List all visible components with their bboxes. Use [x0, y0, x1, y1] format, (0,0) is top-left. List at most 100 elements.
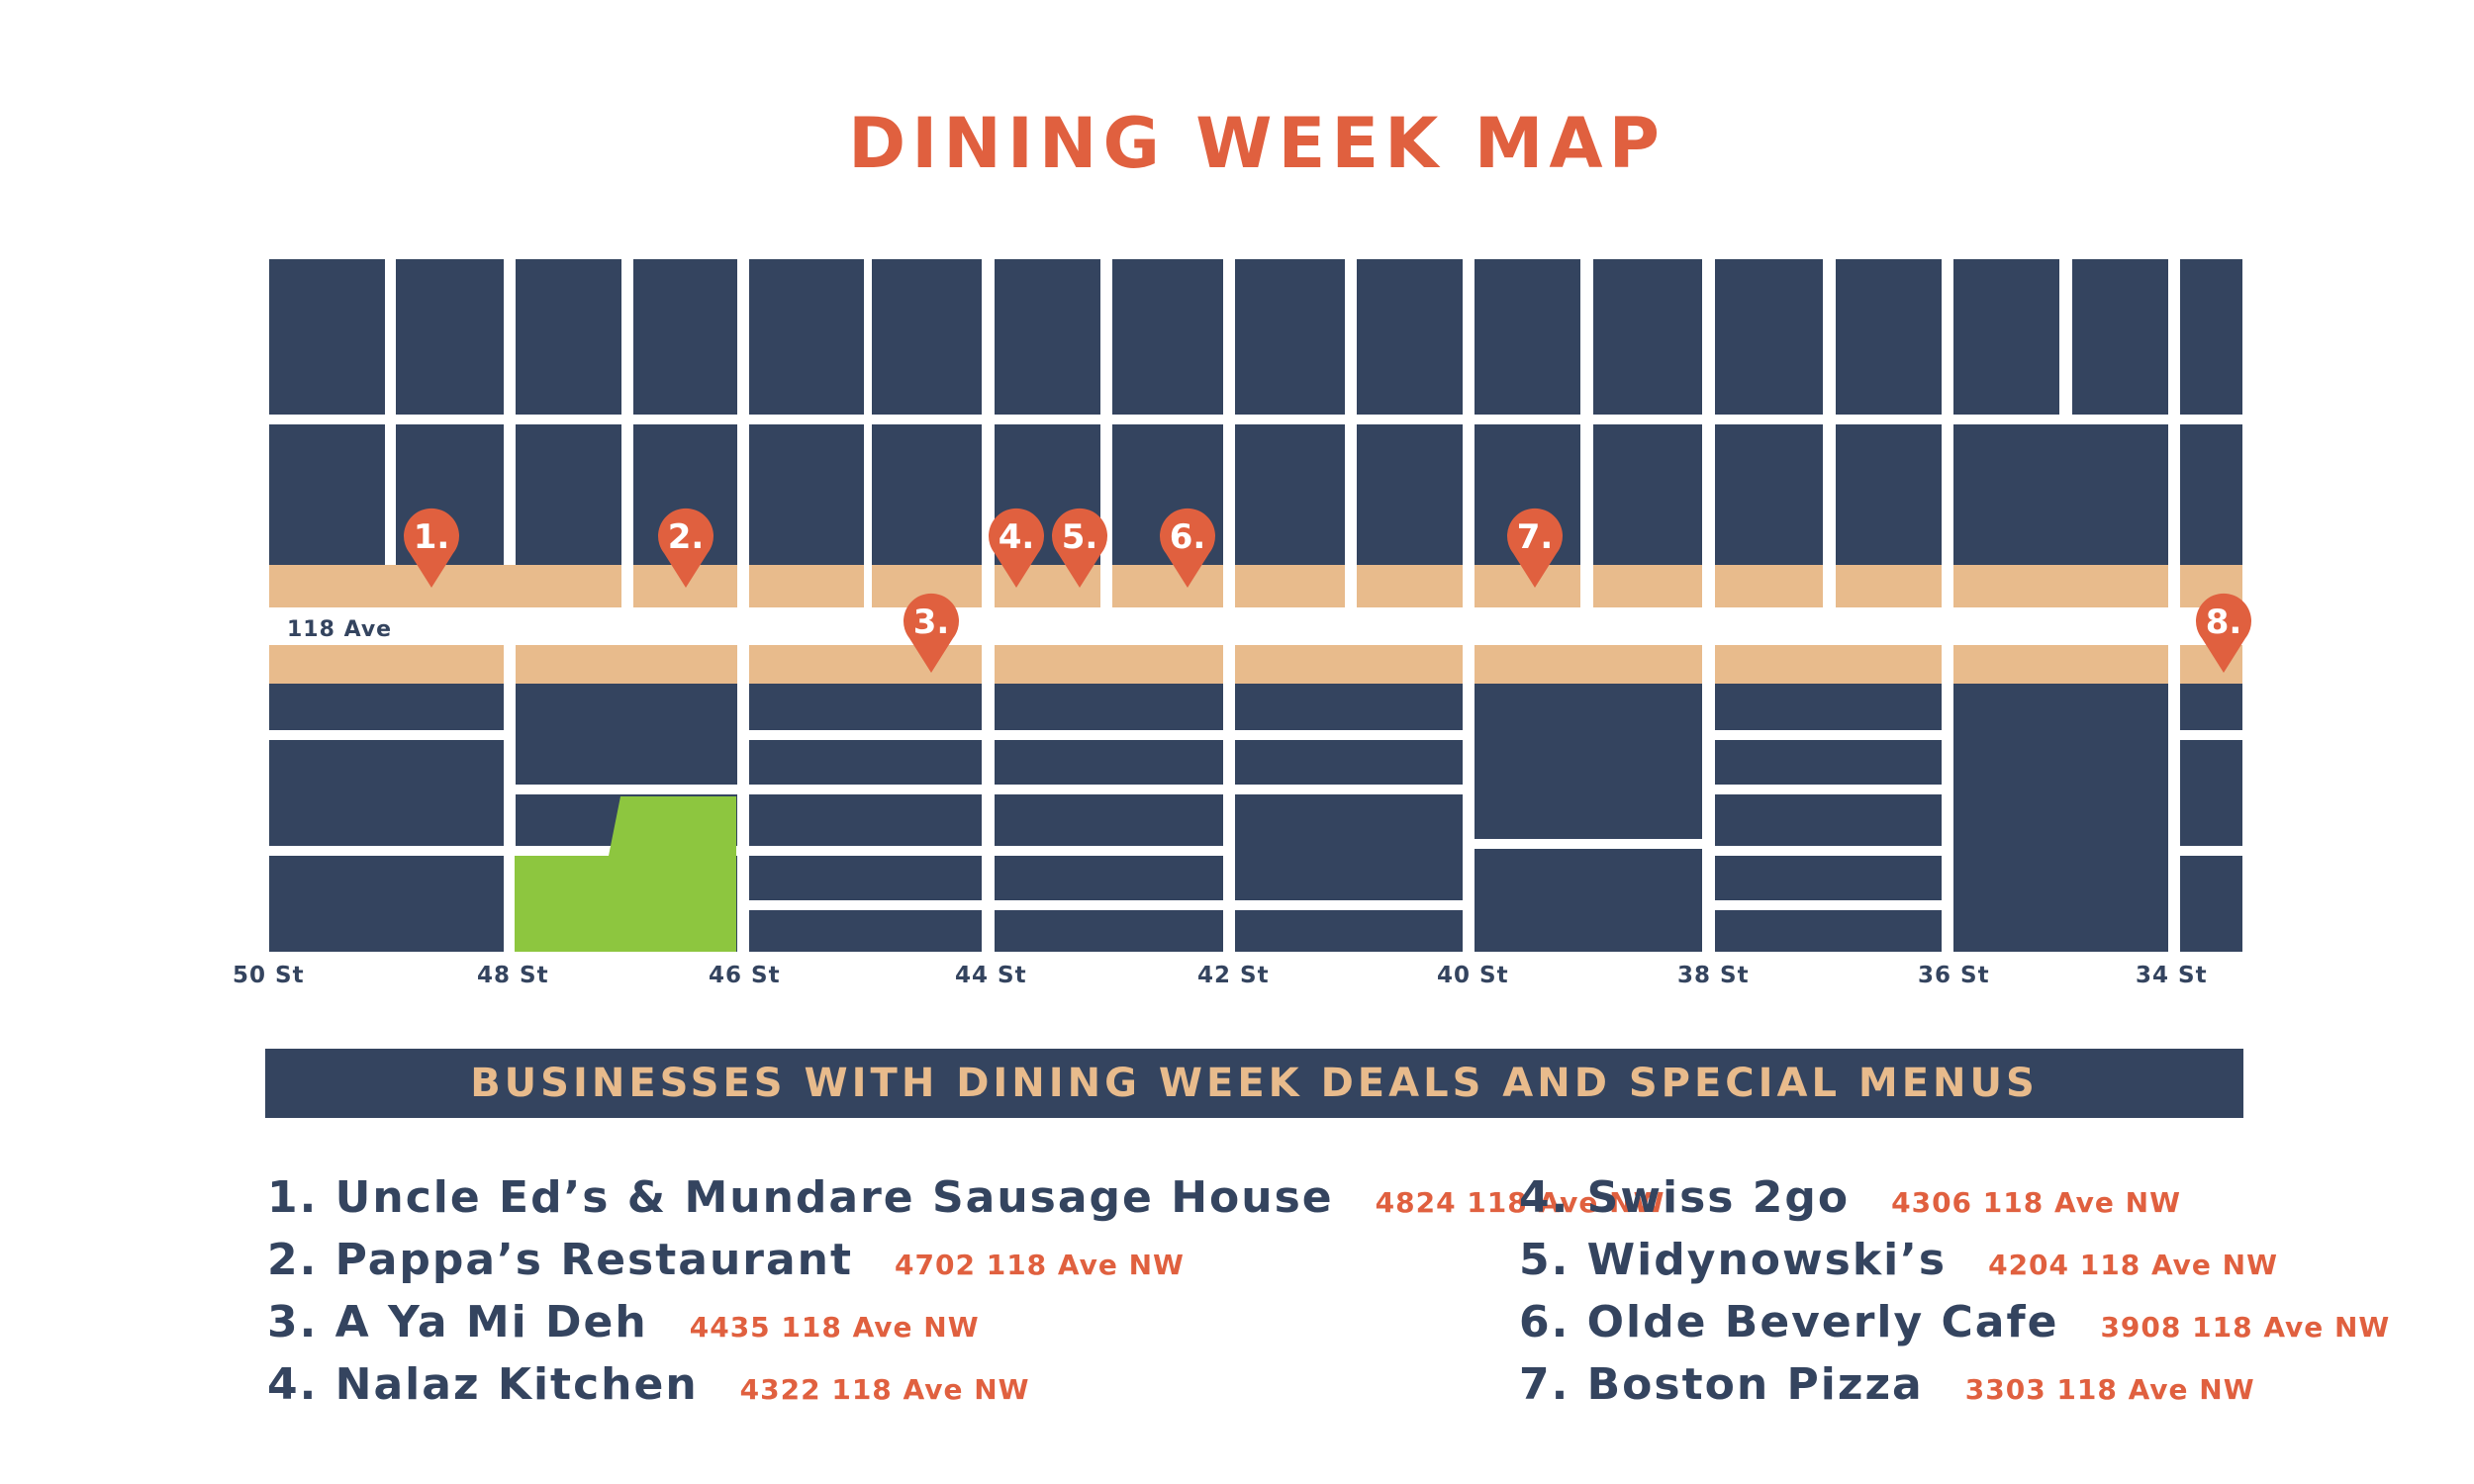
- city-block: [1475, 259, 1580, 415]
- pin-marker-icon: [658, 508, 714, 588]
- park-polygon: [515, 796, 736, 952]
- business-name: 5. Widynowski’s: [1519, 1235, 1948, 1285]
- business-item[interactable]: 4. Nalaz Kitchen 4322 118 Ave NW: [267, 1359, 1665, 1422]
- road-strip: [1593, 565, 1702, 607]
- pin-number: 1.: [414, 517, 450, 557]
- city-block: [995, 910, 1223, 952]
- business-address: 4702 118 Ave NW: [895, 1249, 1185, 1281]
- business-item[interactable]: 7. Boston Pizza 3303 118 Ave NW: [1519, 1359, 2390, 1422]
- city-block: [1715, 740, 1942, 785]
- map-pin[interactable]: 4.: [989, 508, 1044, 588]
- business-address: 4306 118 Ave NW: [1891, 1186, 2181, 1219]
- city-block: [749, 424, 864, 565]
- city-block: [749, 794, 982, 846]
- road-strip: [269, 565, 621, 607]
- pin-number: 5.: [1062, 517, 1098, 557]
- road-strip: [1235, 645, 1463, 684]
- business-name: 4. Swiss 2go: [1519, 1172, 1851, 1223]
- city-block: [1715, 684, 1942, 730]
- map-pin[interactable]: 2.: [658, 508, 714, 588]
- city-block: [995, 740, 1223, 785]
- avenue-118-road: [269, 565, 2242, 684]
- city-block: [749, 684, 982, 730]
- road-strip: [269, 645, 504, 684]
- city-block: [1715, 259, 1823, 415]
- pin-number: 2.: [668, 517, 705, 557]
- street-label: 42 St: [1197, 963, 1270, 988]
- city-block: [269, 856, 504, 952]
- city-block: [872, 424, 982, 565]
- city-block: [1357, 259, 1463, 415]
- pin-number: 8.: [2206, 603, 2242, 642]
- map-pin[interactable]: 7.: [1507, 508, 1564, 588]
- city-block: [1836, 424, 1942, 565]
- city-block: [1475, 849, 1702, 952]
- blocks-north: [269, 259, 2242, 565]
- business-list-right: 4. Swiss 2go 4306 118 Ave NW 5. Widynows…: [1519, 1172, 2390, 1422]
- business-item[interactable]: 2. Pappa’s Restaurant 4702 118 Ave NW: [267, 1235, 1665, 1297]
- business-address: 3908 118 Ave NW: [2100, 1311, 2391, 1344]
- map-pin[interactable]: 1.: [404, 508, 459, 588]
- road-strip: [1715, 565, 1823, 607]
- city-block: [749, 740, 982, 785]
- road-strip: [1953, 565, 2168, 607]
- business-list-left: 1. Uncle Ed’s & Mundare Sausage House 48…: [267, 1172, 1665, 1422]
- city-block: [1953, 259, 2059, 415]
- business-name: 3. A Ya Mi Deh: [267, 1297, 648, 1347]
- street-label: 38 St: [1677, 963, 1750, 988]
- street-label: 48 St: [477, 963, 549, 988]
- pin-number: 7.: [1517, 517, 1554, 557]
- city-block: [995, 856, 1223, 900]
- city-block: [1715, 424, 1823, 565]
- city-block: [269, 424, 385, 565]
- blocks-south: [269, 684, 2242, 952]
- city-block: [995, 684, 1223, 730]
- road-strip: [1953, 645, 2168, 684]
- city-block: [1715, 910, 1942, 952]
- business-name: 2. Pappa’s Restaurant: [267, 1235, 854, 1285]
- pin-marker-icon: [1052, 508, 1107, 588]
- road-strip: [1235, 565, 1345, 607]
- street-map: 118 Ave 50 St 48 St 46 St 44 St 42 St 40 St 38…: [233, 259, 2251, 988]
- pin-marker-icon: [2196, 593, 2251, 673]
- city-block: [1357, 424, 1463, 565]
- business-name: 6. Olde Beverly Cafe: [1519, 1297, 2059, 1347]
- business-address: 3303 118 Ave NW: [1964, 1373, 2255, 1406]
- street-label: 50 St: [233, 963, 305, 988]
- city-block: [516, 259, 621, 415]
- business-name: 4. Nalaz Kitchen: [267, 1359, 699, 1410]
- city-block: [1475, 684, 1702, 839]
- business-item[interactable]: 1. Uncle Ed’s & Mundare Sausage House 48…: [267, 1172, 1665, 1235]
- street-label: 36 St: [1918, 963, 1990, 988]
- city-block: [516, 684, 737, 785]
- business-address: 4824 118 Ave NW: [1375, 1186, 1665, 1219]
- pin-marker-icon: [904, 593, 960, 673]
- city-block: [749, 910, 982, 952]
- map-pin[interactable]: 8.: [2196, 593, 2251, 673]
- city-block: [1235, 424, 1345, 565]
- business-item[interactable]: 6. Olde Beverly Cafe 3908 118 Ave NW: [1519, 1297, 2390, 1359]
- city-block: [749, 259, 864, 415]
- road-strip: [749, 565, 864, 607]
- business-item[interactable]: 3. A Ya Mi Deh 4435 118 Ave NW: [267, 1297, 1665, 1359]
- page-title: DINING WEEK MAP: [848, 103, 1665, 184]
- street-label: 40 St: [1437, 963, 1509, 988]
- business-name: 7. Boston Pizza: [1519, 1359, 1924, 1410]
- city-block: [2072, 259, 2168, 415]
- city-block: [1715, 794, 1942, 846]
- pin-number: 6.: [1170, 517, 1206, 557]
- map-pin[interactable]: 3.: [904, 593, 960, 673]
- city-block: [2180, 856, 2242, 952]
- city-block: [1715, 856, 1942, 900]
- pin-number: 3.: [913, 603, 950, 642]
- business-item[interactable]: 4. Swiss 2go 4306 118 Ave NW: [1519, 1172, 2390, 1235]
- map-pin[interactable]: 5.: [1052, 508, 1107, 588]
- street-label: 44 St: [955, 963, 1027, 988]
- city-block: [1235, 259, 1345, 415]
- map-pin[interactable]: 6.: [1160, 508, 1215, 588]
- city-block: [1836, 259, 1942, 415]
- business-item[interactable]: 5. Widynowski’s 4204 118 Ave NW: [1519, 1235, 2390, 1297]
- business-address: 4322 118 Ave NW: [739, 1373, 1030, 1406]
- city-block: [1235, 740, 1463, 785]
- pin-number: 4.: [999, 517, 1035, 557]
